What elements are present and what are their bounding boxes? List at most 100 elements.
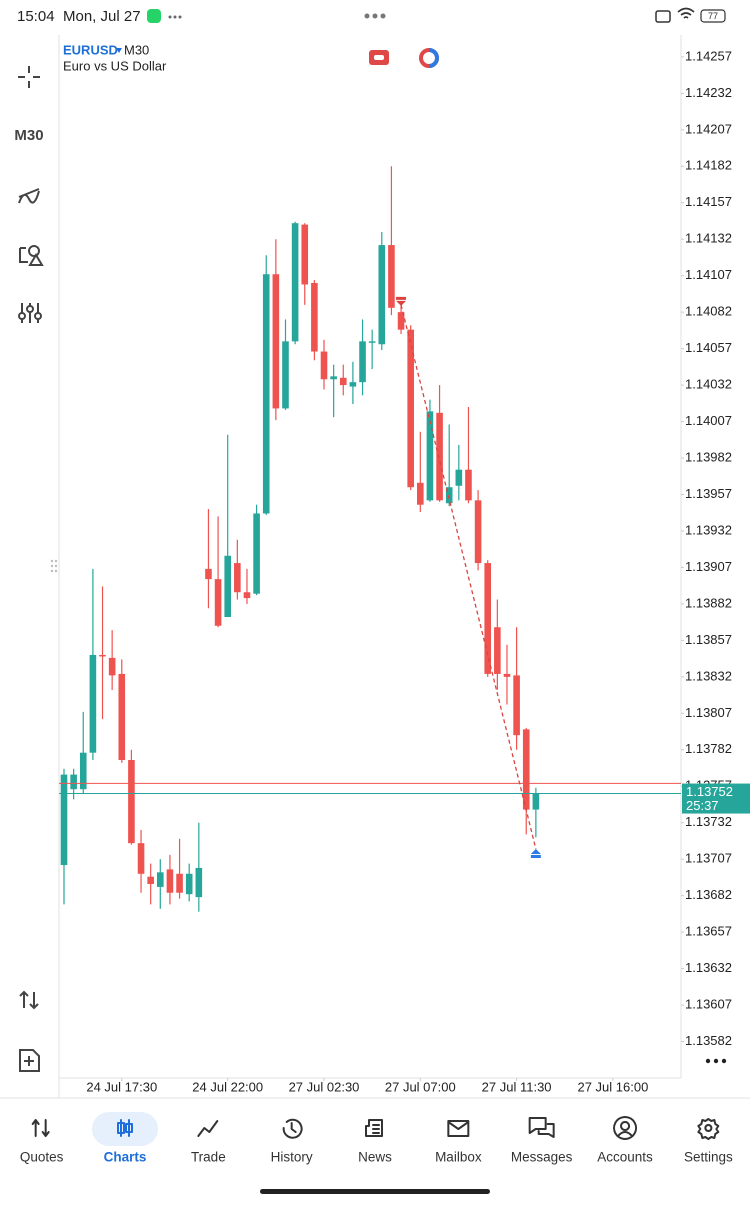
nav-icon[interactable] [613,1116,638,1140]
candle-body [79,752,87,790]
chart-more[interactable] [705,1058,727,1064]
candle-body [397,312,405,330]
y-tick-label: 1.13782 [685,741,732,756]
candle-body [60,774,68,866]
y-tick-label: 1.14207 [685,121,732,136]
candle-body [185,873,193,895]
candle-body [137,843,145,874]
chart-timeframe: M30 [124,42,149,57]
y-tick-label: 1.14032 [685,377,732,392]
candle-body [291,223,299,342]
candle-body [147,876,154,884]
nav-label[interactable]: Accounts [597,1150,653,1165]
y-tick-label: 1.14232 [685,85,732,100]
battery-level: 77 [708,11,718,21]
nav-icon[interactable] [365,1119,383,1137]
one-click-inner [374,55,384,60]
candle-body [368,341,376,343]
nav-icon[interactable] [31,1119,50,1137]
y-tick-label: 1.14182 [685,158,732,173]
candle-body [253,513,260,594]
y-tick-label: 1.13632 [685,960,732,975]
y-tick-label: 1.13682 [685,887,732,902]
candle-body [339,377,347,386]
candle-body [426,411,434,501]
y-tick-label: 1.13932 [685,522,732,537]
new-order-tool[interactable] [19,1049,40,1072]
candle-body [359,341,366,383]
settings-knobs [18,305,42,320]
nav-label[interactable]: News [358,1150,392,1165]
candle-body [234,563,241,593]
nav-icon[interactable] [697,1118,720,1140]
y-tick-label: 1.14107 [685,267,732,282]
candle-body [474,500,482,564]
candle-body [330,376,337,380]
symbol-description: Euro vs US Dollar [63,58,167,73]
x-tick-label: 27 Jul 02:30 [289,1079,360,1094]
nav-icon[interactable] [447,1120,470,1137]
nav-label[interactable]: Trade [191,1150,226,1165]
home-indicator [260,1189,490,1194]
candle-body [128,759,135,844]
symbol-dropdown[interactable] [116,48,122,53]
y-tick-label: 1.13707 [685,851,732,866]
notif-icon [655,10,671,23]
plot: 1.14257 1.14232 1.14207 1.14182 1.14157 1.141… [59,48,750,1094]
nav-label[interactable]: Mailbox [435,1150,482,1165]
nav-icon[interactable] [282,1118,303,1139]
candle-body [166,869,174,893]
nav-label[interactable]: Settings [684,1150,733,1165]
candle-body [205,568,212,580]
candle-body [436,412,443,501]
timeframe-button[interactable]: M30 [14,127,43,144]
candle-body [445,487,453,504]
x-tick-label: 27 Jul 11:30 [482,1079,552,1094]
candle-body [272,274,280,409]
y-tick-label: 1.13582 [685,1033,732,1048]
candle-body [388,245,395,308]
x-tick-label: 24 Jul 17:30 [86,1079,157,1094]
candle-body [417,482,424,505]
crosshair-tool[interactable] [18,66,40,88]
candle-body [157,872,164,887]
nav-icon[interactable] [528,1117,555,1138]
indicators-tool[interactable] [18,188,40,204]
candle-body [262,274,270,514]
battery-icon [700,9,726,23]
nav-label[interactable]: Messages [511,1150,573,1165]
y-tick-label: 1.13957 [685,486,732,501]
nav-label[interactable]: Quotes [20,1150,64,1165]
objects-circle [28,245,40,257]
candle-body [407,329,414,488]
x-tick-label: 27 Jul 07:00 [385,1079,456,1094]
bottom-nav: Quotes Charts Trade History News Mailbox Messa… [20,1112,733,1165]
nav-icon[interactable] [117,1119,133,1137]
status-more [168,15,182,19]
trade-line [400,304,537,850]
y-tick-label: 1.14007 [685,413,732,428]
candle-body [301,224,309,285]
nav-label[interactable]: History [271,1150,313,1165]
y-tick-label: 1.14082 [685,304,732,319]
candle-body [118,673,126,760]
x-tick-label: 24 Jul 22:00 [192,1079,263,1094]
symbol[interactable]: EURUSD [63,42,118,57]
nav-label[interactable]: Charts [104,1150,147,1165]
y-tick-label: 1.13882 [685,595,732,610]
drag-handle [50,559,58,573]
candle-body [522,729,530,810]
candle-body [108,657,116,676]
candle-body [214,579,222,626]
trade-tool[interactable] [19,990,39,1010]
bid-label: 1.13752 [686,784,733,799]
candle-body [224,555,232,618]
y-tick-label: 1.13857 [685,632,732,647]
nav-icon[interactable] [197,1120,219,1137]
candle-body [465,469,472,501]
objects-tool[interactable] [19,247,44,266]
sell-marker [396,296,407,306]
whatsapp-icon [147,9,161,23]
candle-body [195,867,203,898]
